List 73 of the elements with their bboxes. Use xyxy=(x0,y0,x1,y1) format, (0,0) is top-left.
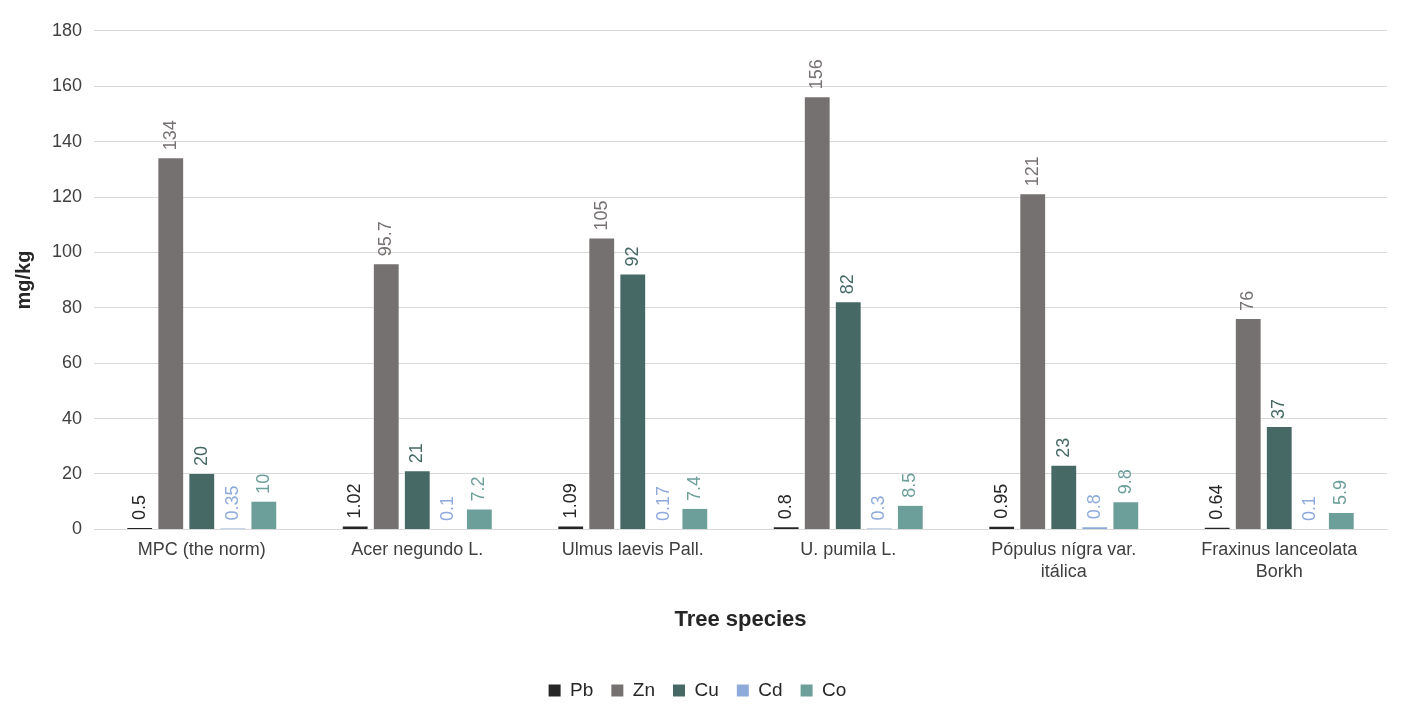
y-tick-label: 180 xyxy=(51,19,83,40)
y-tick-label: 120 xyxy=(51,185,83,206)
data-label: 76 xyxy=(1237,290,1258,311)
bar xyxy=(989,526,1015,529)
data-label: 105 xyxy=(590,200,611,231)
bar xyxy=(1266,426,1292,529)
bar xyxy=(897,505,923,529)
y-tick-label: 60 xyxy=(62,352,83,373)
bar xyxy=(682,508,708,529)
bar xyxy=(189,474,215,529)
x-tick-label: Fraxinus lanceolata Borkh xyxy=(1201,539,1359,581)
data-label: 8.5 xyxy=(899,472,920,498)
bar xyxy=(835,302,861,529)
x-tick-label: Acer negundo L. xyxy=(351,539,484,560)
data-label: 7.2 xyxy=(468,476,489,502)
data-label: 0.8 xyxy=(775,494,796,520)
data-label: 37 xyxy=(1268,398,1289,419)
y-tick-label: 80 xyxy=(62,296,83,317)
data-label: 82 xyxy=(837,274,858,295)
data-label: 0.3 xyxy=(868,495,889,521)
legend-label: Cd xyxy=(758,678,783,700)
data-label: 134 xyxy=(159,120,180,151)
bar xyxy=(373,264,399,529)
legend-label: Co xyxy=(822,678,847,700)
bar xyxy=(1235,318,1261,529)
x-tick-label: MPC (the norm) xyxy=(137,539,266,560)
bar xyxy=(1328,513,1354,529)
data-label: 0.5 xyxy=(128,494,149,521)
data-label: 95.7 xyxy=(375,221,396,257)
bar xyxy=(1020,194,1046,529)
legend-label: Pb xyxy=(570,678,594,700)
bar xyxy=(589,238,615,529)
data-label: 1.09 xyxy=(559,483,580,519)
bar xyxy=(466,509,492,529)
bar xyxy=(620,274,646,529)
bar xyxy=(158,158,184,529)
data-label: 5.9 xyxy=(1330,480,1351,506)
y-tick-label: 0 xyxy=(72,518,83,539)
legend-label: Zn xyxy=(632,678,656,700)
data-label: 0.95 xyxy=(990,483,1011,519)
y-tick-label: 160 xyxy=(51,75,83,96)
bar xyxy=(804,97,830,529)
data-label: 20 xyxy=(190,445,211,466)
y-tick-label: 140 xyxy=(51,130,83,151)
bar xyxy=(251,501,277,529)
data-label: 1.02 xyxy=(344,483,365,519)
data-label: 156 xyxy=(806,59,827,90)
bar xyxy=(404,471,430,529)
data-label: 92 xyxy=(621,246,642,267)
data-label: 10 xyxy=(252,473,273,494)
data-label: 0.1 xyxy=(1299,496,1320,522)
bar xyxy=(1051,465,1077,529)
data-label: 0.64 xyxy=(1206,484,1227,520)
y-axis-title: mg/kg xyxy=(11,250,34,310)
data-label: 7.4 xyxy=(683,475,704,501)
data-label: 23 xyxy=(1052,437,1073,458)
data-label: 0.35 xyxy=(221,485,242,521)
y-tick-label: 20 xyxy=(62,462,83,483)
data-label: 21 xyxy=(406,443,427,464)
x-tick-label: U. pumila L. xyxy=(800,539,897,560)
data-label: 0.1 xyxy=(437,496,458,522)
data-label: 9.8 xyxy=(1114,469,1135,495)
data-label: 121 xyxy=(1021,156,1042,187)
y-tick-label: 100 xyxy=(51,241,83,262)
data-label: 0.8 xyxy=(1083,494,1104,520)
x-tick-label: Ulmus laevis Pall. xyxy=(561,539,704,560)
x-tick-label: Pópulus nígra var. itálica xyxy=(991,539,1137,581)
data-label: 0.17 xyxy=(652,485,673,521)
bar xyxy=(1113,502,1139,529)
y-tick-label: 40 xyxy=(62,407,83,428)
x-axis-title: Tree species xyxy=(674,605,807,631)
bar xyxy=(558,526,584,529)
legend-label: Cu xyxy=(694,678,719,700)
